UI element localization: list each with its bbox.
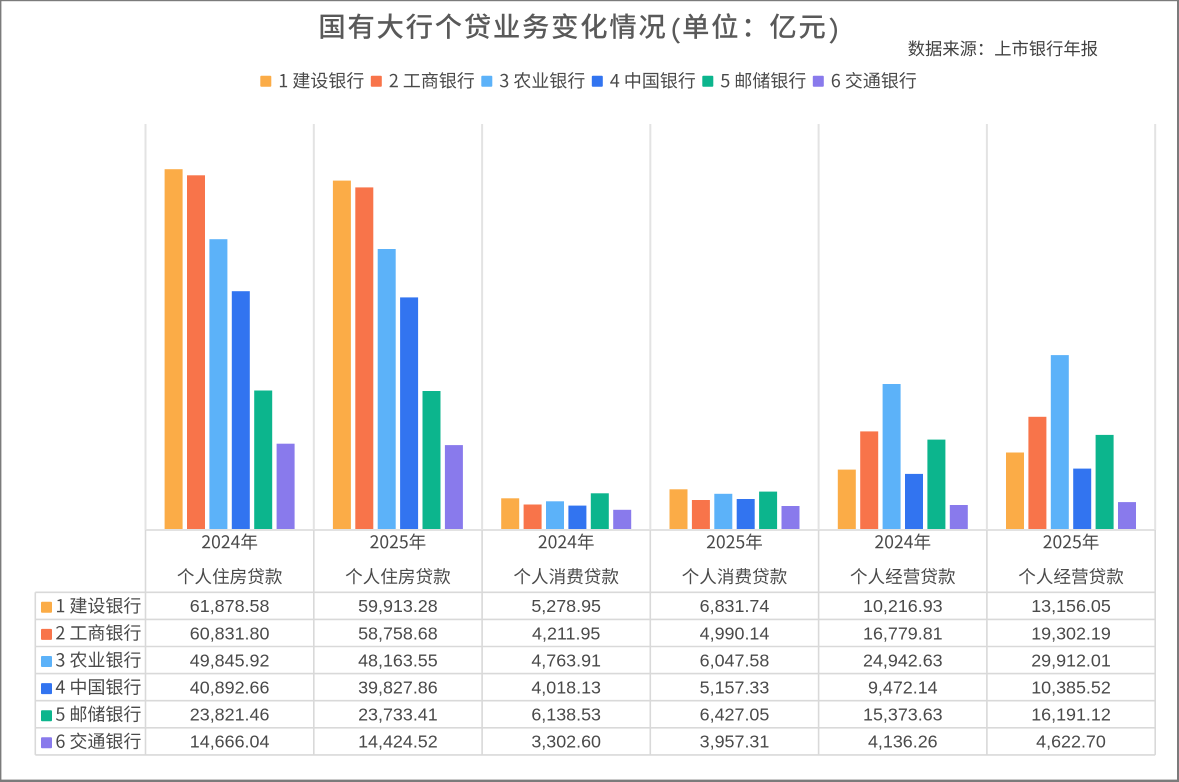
- svg-text:5,157.33: 5,157.33: [700, 678, 770, 698]
- svg-text:4,622.70: 4,622.70: [1036, 732, 1106, 752]
- svg-text:4,990.14: 4,990.14: [700, 623, 770, 643]
- svg-text:39,827.86: 39,827.86: [358, 678, 438, 698]
- svg-text:14,424.52: 14,424.52: [358, 732, 438, 752]
- svg-text:16,191.12: 16,191.12: [1031, 705, 1111, 725]
- svg-text:24,942.63: 24,942.63: [863, 650, 943, 670]
- svg-text:29,912.01: 29,912.01: [1031, 650, 1111, 670]
- svg-text:59,913.28: 59,913.28: [358, 596, 438, 616]
- svg-text:10,216.93: 10,216.93: [863, 596, 943, 616]
- svg-text:40,892.66: 40,892.66: [190, 678, 270, 698]
- svg-text:13,156.05: 13,156.05: [1031, 596, 1111, 616]
- svg-text:4,136.26: 4,136.26: [868, 732, 938, 752]
- svg-text:49,845.92: 49,845.92: [190, 650, 270, 670]
- svg-text:6,831.74: 6,831.74: [700, 596, 770, 616]
- svg-text:10,385.52: 10,385.52: [1031, 678, 1111, 698]
- svg-text:6,427.05: 6,427.05: [700, 705, 770, 725]
- svg-text:3,957.31: 3,957.31: [700, 732, 770, 752]
- svg-text:4,763.91: 4,763.91: [531, 650, 601, 670]
- svg-text:61,878.58: 61,878.58: [190, 596, 270, 616]
- svg-text:9,472.14: 9,472.14: [868, 678, 938, 698]
- svg-text:3,302.60: 3,302.60: [531, 732, 601, 752]
- svg-text:4,018.13: 4,018.13: [531, 678, 601, 698]
- svg-text:15,373.63: 15,373.63: [863, 705, 943, 725]
- svg-text:6,138.53: 6,138.53: [531, 705, 601, 725]
- svg-text:48,163.55: 48,163.55: [358, 650, 438, 670]
- svg-text:4,211.95: 4,211.95: [532, 623, 600, 643]
- svg-text:58,758.68: 58,758.68: [358, 623, 438, 643]
- svg-text:60,831.80: 60,831.80: [190, 623, 270, 643]
- svg-text:6,047.58: 6,047.58: [700, 650, 770, 670]
- svg-text:16,779.81: 16,779.81: [863, 623, 943, 643]
- svg-text:14,666.04: 14,666.04: [190, 732, 270, 752]
- svg-text:19,302.19: 19,302.19: [1031, 623, 1111, 643]
- svg-text:23,733.41: 23,733.41: [358, 705, 438, 725]
- svg-text:5,278.95: 5,278.95: [531, 596, 601, 616]
- svg-text:23,821.46: 23,821.46: [190, 705, 270, 725]
